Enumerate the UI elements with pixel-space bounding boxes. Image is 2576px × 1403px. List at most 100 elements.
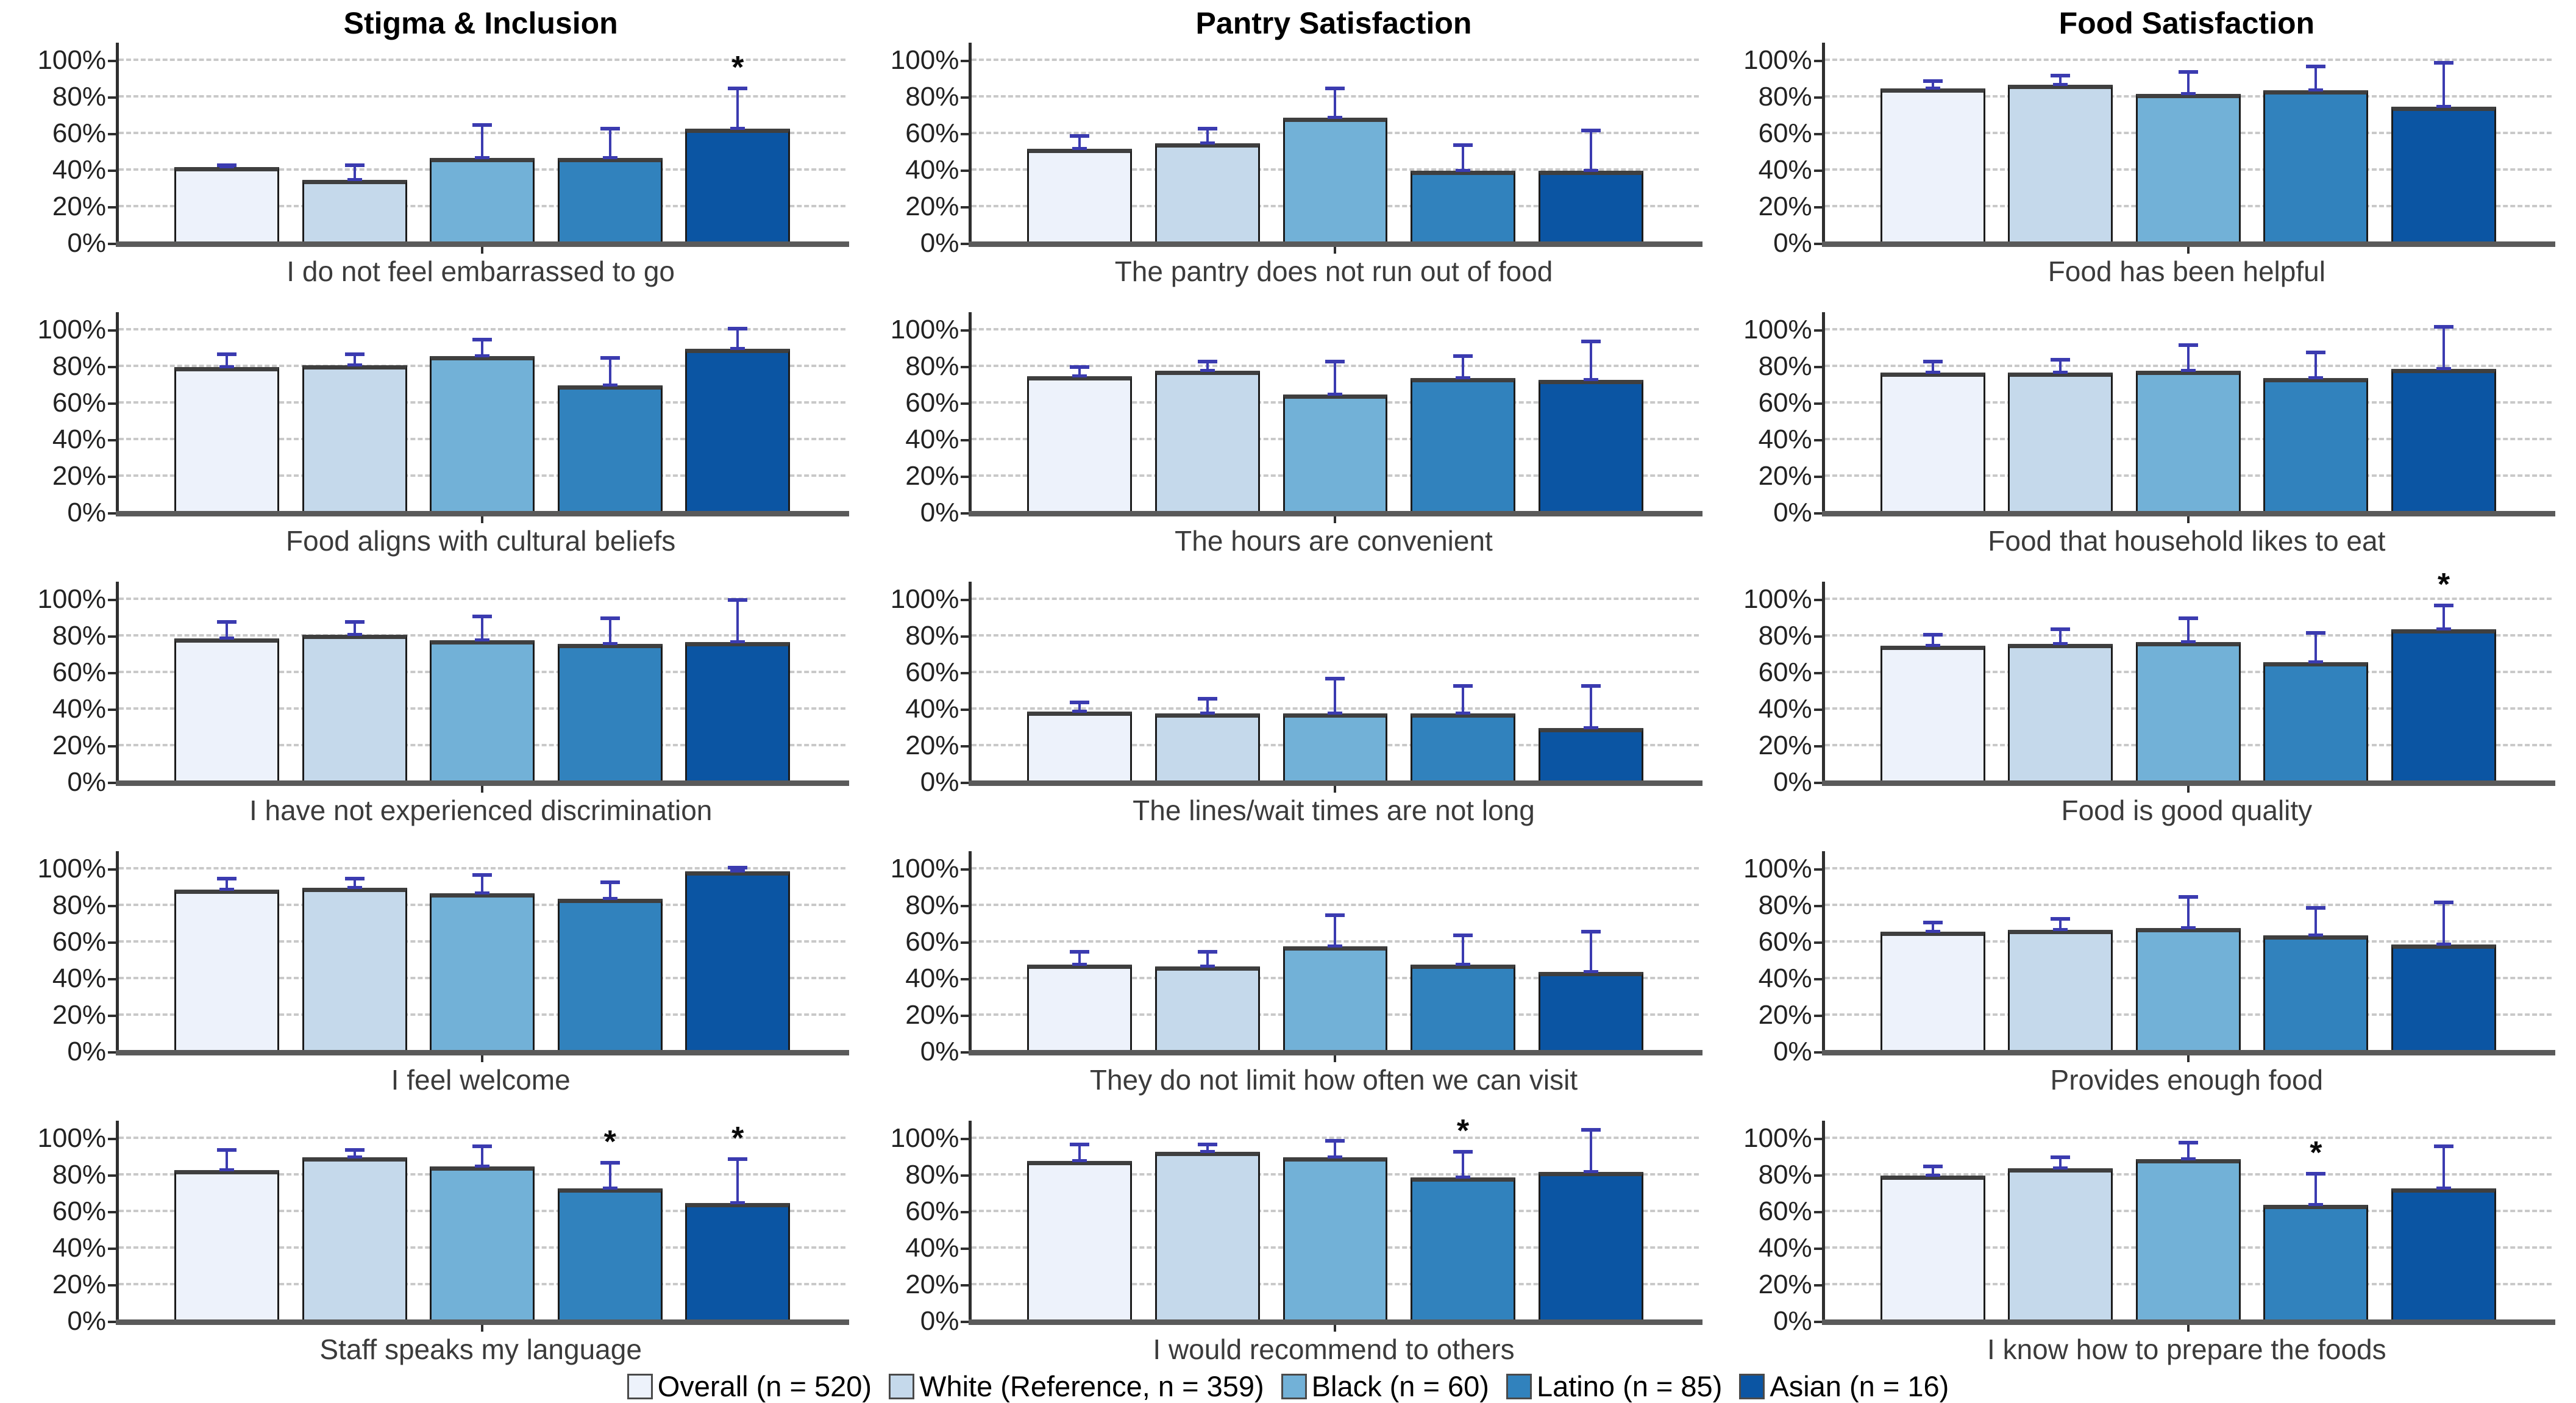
y-tick-label: 100% — [37, 584, 106, 614]
y-tick-label: 20% — [1758, 730, 1812, 760]
error-bar-cap — [728, 87, 748, 90]
error-bar — [1589, 686, 1592, 728]
subplot-panel: 0% 20% 40% 60% 80% 100% * I know how to prepare… — [1715, 1100, 2567, 1369]
bar-overall — [1880, 646, 1985, 783]
y-tick-label: 20% — [905, 461, 959, 491]
error-bar-lower-cap — [2180, 926, 2196, 929]
error-bar-cap — [2306, 906, 2326, 910]
bar-slot-white — [2005, 582, 2116, 783]
gridline — [1824, 867, 2552, 869]
error-bar-lower-cap — [1456, 1176, 1471, 1179]
y-tick-mark — [961, 439, 972, 441]
y-tick-label: 20% — [52, 1000, 106, 1030]
bar-asian — [1538, 380, 1643, 513]
y-tick-mark — [108, 599, 119, 601]
y-tick-mark — [108, 476, 119, 478]
panel-spacer — [24, 1100, 845, 1121]
bar-white — [2008, 373, 2113, 513]
question-label: I do not feel embarrassed to go — [286, 255, 675, 287]
y-tick-mark — [108, 206, 119, 209]
error-bar-cap — [1923, 633, 1943, 637]
error-bar — [1931, 923, 1934, 932]
bar-black — [2135, 928, 2241, 1052]
legend-item: White (Reference, n = 359) — [889, 1369, 1264, 1403]
error-bar-cap — [472, 615, 493, 618]
y-tick-mark — [1813, 439, 1825, 441]
y-tick-mark — [961, 672, 972, 674]
y-tick-mark — [1813, 745, 1825, 748]
y-axis-labels: 0% 20% 40% 60% 80% 100% — [877, 43, 969, 258]
error-bar-cap — [2178, 343, 2198, 347]
subplot-panel: Food Satisfaction 0% 20% 40% 60% 80% 100% Food … — [1715, 4, 2567, 291]
error-bar-cap — [728, 327, 748, 330]
error-bar-lower-cap — [219, 365, 235, 368]
error-bar-cap — [1453, 684, 1473, 688]
y-tick-label: 40% — [905, 155, 959, 185]
bar-group — [1825, 43, 2552, 244]
plot-area — [1813, 43, 2555, 254]
bar-latino — [2263, 90, 2369, 244]
bar-group — [1825, 312, 2552, 513]
bar-overall — [1027, 1161, 1133, 1322]
x-axis-baseline — [1821, 1319, 2555, 1325]
y-tick-label: 40% — [1758, 155, 1812, 185]
y-tick-label: 80% — [1758, 890, 1812, 920]
error-bar — [1078, 136, 1081, 149]
y-tick-label: 100% — [1743, 854, 1812, 884]
y-tick-mark — [961, 1248, 972, 1250]
error-bar-cap — [472, 873, 493, 877]
error-bar-lower-cap — [2053, 642, 2068, 645]
gridline — [119, 328, 846, 330]
error-bar — [1334, 1141, 1337, 1157]
error-bar-cap — [1070, 365, 1090, 369]
legend-label: Overall (n = 520) — [657, 1370, 872, 1402]
y-tick-mark — [961, 243, 972, 245]
y-tick-label: 60% — [905, 1196, 959, 1226]
bar-group — [119, 582, 845, 783]
y-tick-mark — [108, 60, 119, 62]
bar-group: * * — [119, 1121, 845, 1322]
error-bar-cap — [2433, 901, 2453, 904]
bar-group: * — [119, 43, 845, 244]
bar-slot-white — [299, 312, 410, 513]
gridline — [972, 634, 1699, 637]
error-bar-lower-cap — [2053, 928, 2068, 931]
panel-spacer — [877, 561, 1698, 582]
bar-overall — [174, 167, 280, 244]
significance-asterisk: * — [2437, 567, 2450, 602]
y-tick-mark — [108, 1138, 119, 1140]
bar-black — [1283, 394, 1388, 513]
error-bar-cap — [1923, 79, 1943, 83]
x-axis-baseline — [1821, 241, 2555, 247]
error-bar — [1589, 130, 1592, 171]
plot-area: * — [108, 43, 850, 254]
y-tick-label: 60% — [1758, 1196, 1812, 1226]
bar-slot-white — [1151, 312, 1263, 513]
bar-asian — [1538, 1172, 1643, 1322]
subplot-panel: 0% 20% 40% 60% 80% 100% I have not experienced… — [9, 561, 861, 830]
error-bar-cap — [1453, 143, 1473, 147]
error-bar-lower-cap — [347, 633, 362, 636]
error-bar-cap — [1453, 934, 1473, 937]
bar-slot-overall — [1877, 43, 1988, 244]
y-tick-label: 0% — [920, 1037, 959, 1066]
y-tick-mark — [961, 133, 972, 135]
bar-slot-latino: * — [554, 1121, 666, 1322]
error-bar-lower-cap — [2180, 369, 2196, 372]
bar-slot-black — [2132, 312, 2244, 513]
bar-slot-white — [299, 1121, 410, 1322]
error-bar — [2314, 66, 2318, 90]
plot-area — [961, 851, 1703, 1062]
y-tick-mark — [961, 709, 972, 711]
gridline — [119, 1137, 846, 1139]
panel-spacer — [1731, 291, 2552, 312]
error-bar — [1078, 1144, 1081, 1161]
panel-spacer — [24, 561, 845, 582]
bar-asian — [685, 1203, 791, 1322]
error-bar-lower-cap — [475, 891, 490, 894]
y-tick-label: 20% — [905, 1000, 959, 1030]
bar-black — [430, 1166, 535, 1322]
y-tick-mark — [108, 439, 119, 441]
y-tick-label: 0% — [920, 1306, 959, 1336]
x-axis-baseline — [116, 511, 850, 516]
